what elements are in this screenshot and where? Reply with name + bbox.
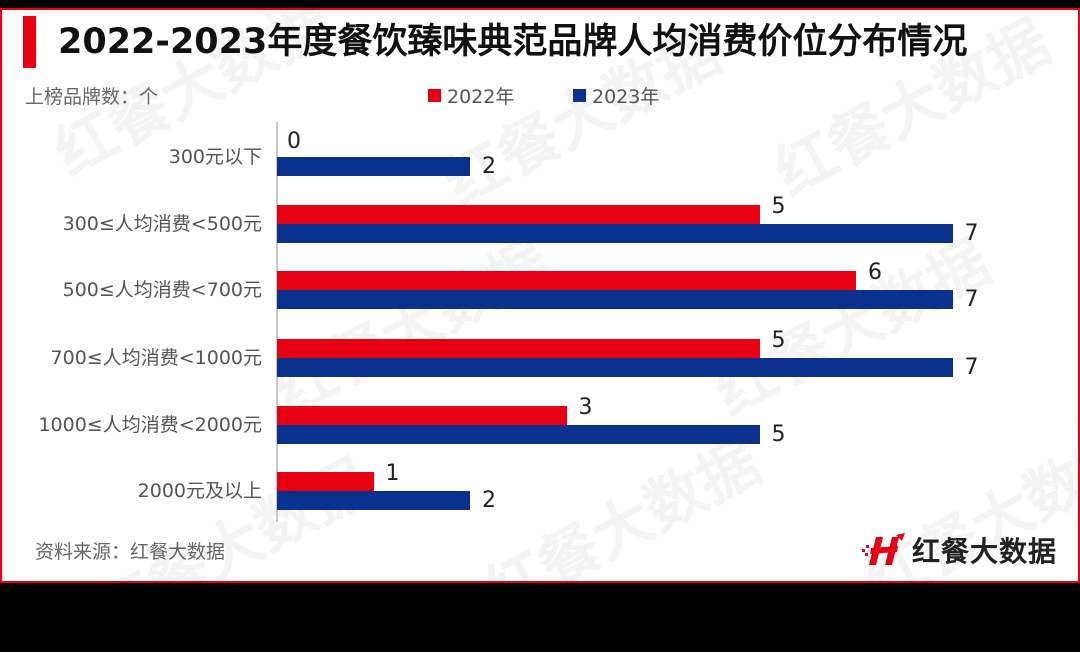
y-axis-line [276,122,278,522]
data-label: 2 [482,488,496,513]
bar-2023 [277,224,953,243]
legend-swatch-blue [573,89,586,102]
bar-2022 [277,271,856,290]
chart-title: 2022-2023年度餐饮臻味典范品牌人均消费价位分布情况 [58,22,968,62]
data-label: 7 [964,287,979,312]
bar-2022 [277,406,567,425]
bar-2022 [277,205,760,224]
category-label: 300≤人均消费<500元 [62,213,262,235]
bar-2022 [277,472,374,491]
logo-text: 红餐大数据 [912,535,1058,568]
data-label: 5 [771,194,786,219]
bar-2023 [277,290,953,309]
bar-2023 [277,358,953,377]
data-label: 5 [771,328,786,353]
data-label: 6 [868,260,882,285]
data-label: 1 [385,461,400,486]
bar-2022 [277,339,760,358]
data-label: 0 [287,129,301,154]
data-label: 5 [771,422,786,447]
data-label: 3 [578,395,593,420]
legend-item-2022: 2022年 [428,82,514,109]
bar-2023 [277,157,470,176]
legend-label: 2023年 [592,86,660,108]
brand-logo: 红餐大数据 [862,530,1057,570]
category-label: 700≤人均消费<1000元 [50,347,262,369]
bar-2023 [277,425,760,444]
logo-mark-icon [862,533,905,565]
axis-unit-label: 上榜品牌数：个 [25,86,159,108]
category-label: 1000≤人均消费<2000元 [38,414,262,436]
data-label: 7 [964,355,979,380]
legend-label: 2022年 [447,86,515,108]
legend-item-2023: 2023年 [573,82,659,109]
title-accent-bar [23,16,36,68]
source-note: 资料来源：红餐大数据 [35,541,226,563]
bar-2023 [277,491,470,510]
category-label: 300元以下 [168,146,262,168]
category-label: 500≤人均消费<700元 [62,279,262,301]
data-label: 7 [964,221,979,246]
category-label: 2000元及以上 [137,480,262,502]
data-label: 2 [482,154,496,179]
legend-swatch-red [428,89,441,102]
